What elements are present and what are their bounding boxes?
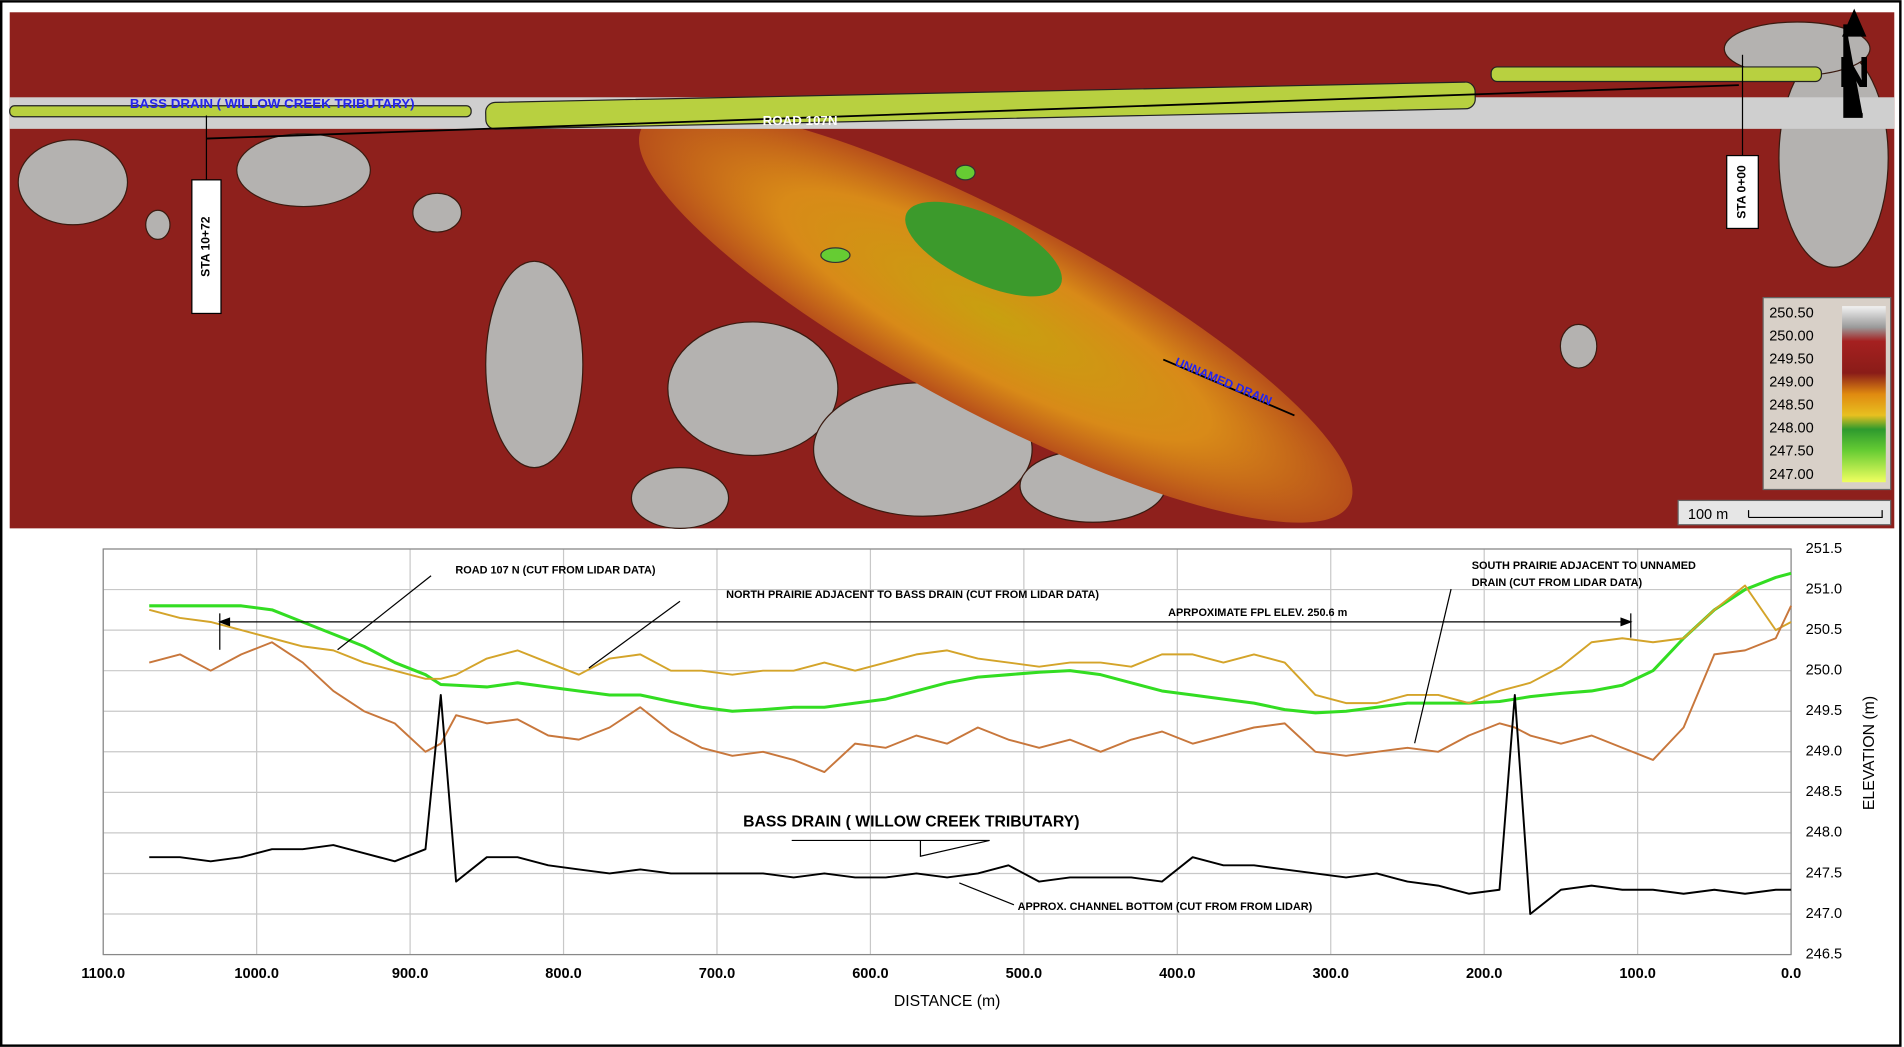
- y-tick-label: 249.5: [1806, 703, 1842, 719]
- x-axis-label: DISTANCE (m): [894, 993, 1001, 1010]
- page: {"map": { "labels": ["BASS DRAIN ( WILLO…: [0, 0, 1904, 1047]
- annotation: APRPOXIMATE FPL ELEV. 250.6 m: [1168, 607, 1348, 619]
- y-tick-label: 248.0: [1806, 825, 1842, 841]
- annotation: SOUTH PRAIRIE ADJACENT TO UNNAMED: [1472, 560, 1696, 572]
- scale-label: 100 m: [1688, 507, 1728, 523]
- plot: [103, 549, 1791, 955]
- x-tick-label: 100.0: [1619, 966, 1655, 982]
- map-label: BASS DRAIN ( WILLOW CREEK TRIBUTARY): [130, 96, 415, 111]
- legend-label: 249.50: [1769, 351, 1814, 367]
- x-tick-label: 300.0: [1313, 966, 1349, 982]
- legend-label: 247.00: [1769, 467, 1814, 483]
- y-tick-label: 250.5: [1806, 622, 1842, 638]
- figure: BASS DRAIN ( WILLOW CREEK TRIBUTARY) ROA…: [0, 0, 1904, 1047]
- x-tick-label: 800.0: [545, 966, 581, 982]
- legend-label: 248.50: [1769, 398, 1814, 414]
- x-tick-label: 500.0: [1006, 966, 1042, 982]
- y-tick-label: 249.0: [1806, 744, 1842, 760]
- x-tick-label: 200.0: [1466, 966, 1502, 982]
- x-tick-label: 600.0: [852, 966, 888, 982]
- legend-label: 249.00: [1769, 374, 1814, 390]
- map-label: ROAD 107N: [763, 113, 838, 128]
- annotation: APPROX. CHANNEL BOTTOM (CUT FROM FROM LI…: [1018, 901, 1313, 913]
- x-tick-label: 700.0: [699, 966, 735, 982]
- annotation: DRAIN (CUT FROM LIDAR DATA): [1472, 577, 1643, 589]
- legend-label: 250.50: [1769, 305, 1814, 321]
- annotation: ROAD 107 N (CUT FROM LIDAR DATA): [455, 565, 656, 577]
- legend-label: 248.00: [1769, 421, 1814, 437]
- y-tick-label: 251.5: [1806, 541, 1842, 557]
- legend-label: 250.00: [1769, 328, 1814, 344]
- y-tick-label: 248.5: [1806, 784, 1842, 800]
- y-tick-label: 251.0: [1806, 581, 1842, 597]
- x-tick-label: 1100.0: [81, 966, 125, 982]
- annotation: NORTH PRAIRIE ADJACENT TO BASS DRAIN (CU…: [726, 589, 1099, 601]
- x-tick-label: 0.0: [1781, 966, 1801, 982]
- y-tick-label: 246.5: [1806, 946, 1842, 962]
- y-tick-label: 247.5: [1806, 865, 1842, 881]
- map-label: STA 10+72: [199, 216, 213, 277]
- north-arrow: N: [1838, 48, 1870, 97]
- x-tick-label: 1000.0: [234, 966, 279, 982]
- x-tick-label: 400.0: [1159, 966, 1195, 982]
- legend-label: 247.50: [1769, 444, 1814, 460]
- x-tick-label: 900.0: [392, 966, 428, 982]
- y-tick-label: 247.0: [1806, 906, 1842, 922]
- y-tick-label: 250.0: [1806, 663, 1842, 679]
- y-axis-label: ELEVATION (m): [1861, 696, 1878, 810]
- annotation: BASS DRAIN ( WILLOW CREEK TRIBUTARY): [743, 813, 1079, 830]
- map-label: STA 0+00: [1735, 165, 1749, 219]
